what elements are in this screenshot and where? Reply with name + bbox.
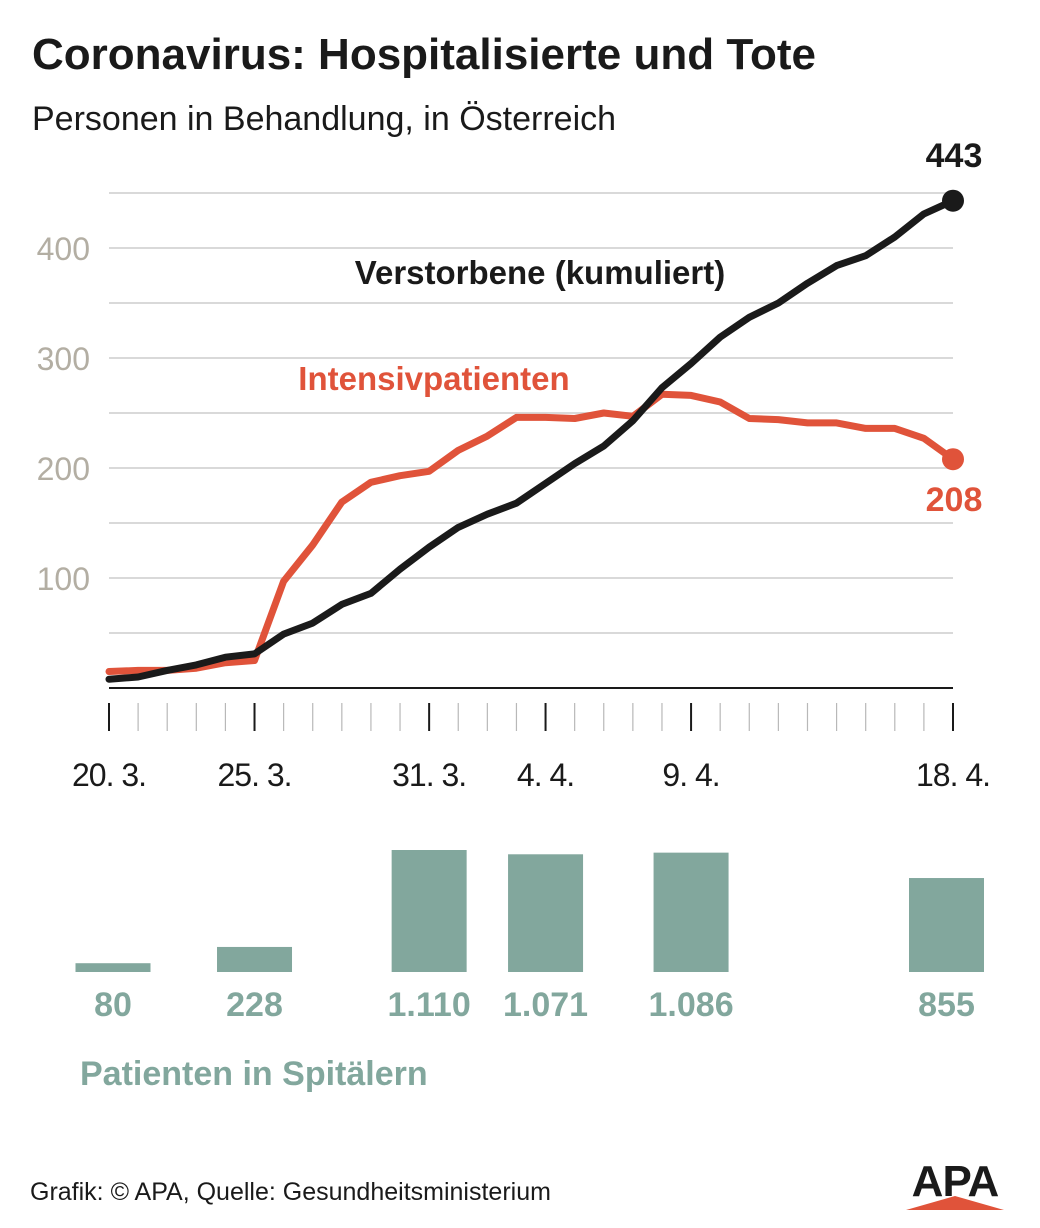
hospital-bar: [217, 946, 293, 972]
y-tick-labels: 100 200 300 400: [37, 231, 90, 597]
hospital-bar: [391, 850, 467, 972]
x-tick-label: 20. 3.: [72, 757, 146, 793]
deaths-series-label: Verstorbene (kumuliert): [355, 254, 725, 291]
y-tick-label: 100: [37, 561, 90, 597]
apa-logo: APA: [906, 1158, 1004, 1210]
y-tick-label: 200: [37, 451, 90, 487]
hospital-series-label: Patienten in Spitälern: [80, 1055, 428, 1093]
y-tick-label: 300: [37, 341, 90, 377]
y-tick-label: 400: [37, 231, 90, 267]
hospital-bar: [653, 852, 729, 972]
x-axis: 20. 3. 25. 3. 31. 3. 4. 4. 9. 4. 18. 4.: [72, 687, 991, 793]
hospital-bar-value: 80: [94, 986, 132, 1024]
hospital-bar-value: 1.071: [503, 986, 588, 1024]
page-title: Coronavirus: Hospitalisierte und Tote: [32, 30, 816, 79]
line-series: [105, 189, 964, 683]
page-subtitle: Personen in Behandlung, in Österreich: [32, 100, 617, 138]
icu-line: [105, 390, 957, 675]
icu-end-marker: [942, 448, 964, 471]
deaths-line: [105, 197, 957, 683]
x-tick-label: 9. 4.: [662, 757, 719, 793]
hospital-bar: [508, 854, 584, 972]
x-tick-label: 31. 3.: [392, 757, 466, 793]
grid-lines: [109, 192, 953, 634]
x-tick-label: 18. 4.: [916, 757, 990, 793]
hospital-bar: [75, 963, 151, 972]
hospital-bar: [909, 878, 984, 972]
icu-end-value: 208: [926, 481, 983, 519]
hospital-bars: 80 228 1.110 1.071 1.086 855 Patienten in Spit…: [75, 850, 984, 1093]
hospital-bar-value: 228: [226, 986, 283, 1024]
hospital-bar-value: 1.086: [649, 986, 734, 1024]
source-credit: Grafik: © APA, Quelle: Gesundheitsminist…: [30, 1178, 551, 1206]
hospital-bar-value: 1.110: [388, 986, 471, 1024]
series-labels: Verstorbene (kumuliert) Intensivpatienten…: [298, 137, 982, 519]
x-tick-label: 25. 3.: [217, 757, 291, 793]
x-tick-label: 4. 4.: [517, 757, 574, 793]
deaths-end-value: 443: [926, 137, 983, 175]
icu-series-label: Intensivpatienten: [298, 360, 569, 397]
deaths-end-marker: [942, 189, 964, 212]
hospital-bar-value: 855: [918, 986, 975, 1024]
